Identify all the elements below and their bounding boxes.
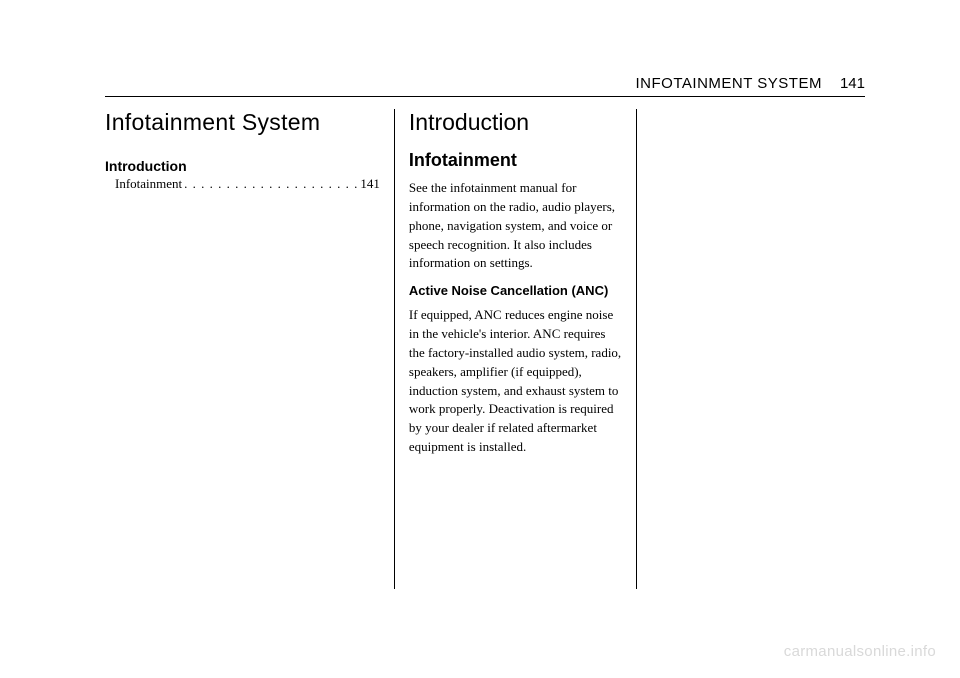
watermark: carmanualsonline.info bbox=[784, 643, 936, 660]
sub-heading: Active Noise Cancellation (ANC) bbox=[409, 283, 623, 298]
header-page-number: 141 bbox=[840, 75, 865, 92]
content-columns: Infotainment System Introduction Infotai… bbox=[105, 109, 865, 589]
body-paragraph-2: If equipped, ANC reduces engine noise in… bbox=[409, 306, 623, 457]
body-paragraph-1: See the infotainment manual for informat… bbox=[409, 179, 623, 273]
toc-entry: Infotainment . . . . . . . . . . . . . .… bbox=[105, 176, 380, 192]
column-2: Introduction Infotainment See the infota… bbox=[395, 109, 638, 589]
toc-dots: . . . . . . . . . . . . . . . . . . . . … bbox=[182, 176, 360, 192]
subsection-title: Infotainment bbox=[409, 150, 623, 171]
toc-heading: Introduction bbox=[105, 158, 380, 174]
page-header: INFOTAINMENT SYSTEM 141 bbox=[105, 75, 865, 97]
chapter-title: Infotainment System bbox=[105, 109, 380, 136]
toc-entry-label: Infotainment bbox=[115, 176, 182, 192]
section-title: Introduction bbox=[409, 109, 623, 136]
toc-entry-page: 141 bbox=[360, 176, 380, 192]
column-3 bbox=[637, 109, 865, 589]
column-1: Infotainment System Introduction Infotai… bbox=[105, 109, 395, 589]
header-title: INFOTAINMENT SYSTEM bbox=[636, 75, 822, 92]
